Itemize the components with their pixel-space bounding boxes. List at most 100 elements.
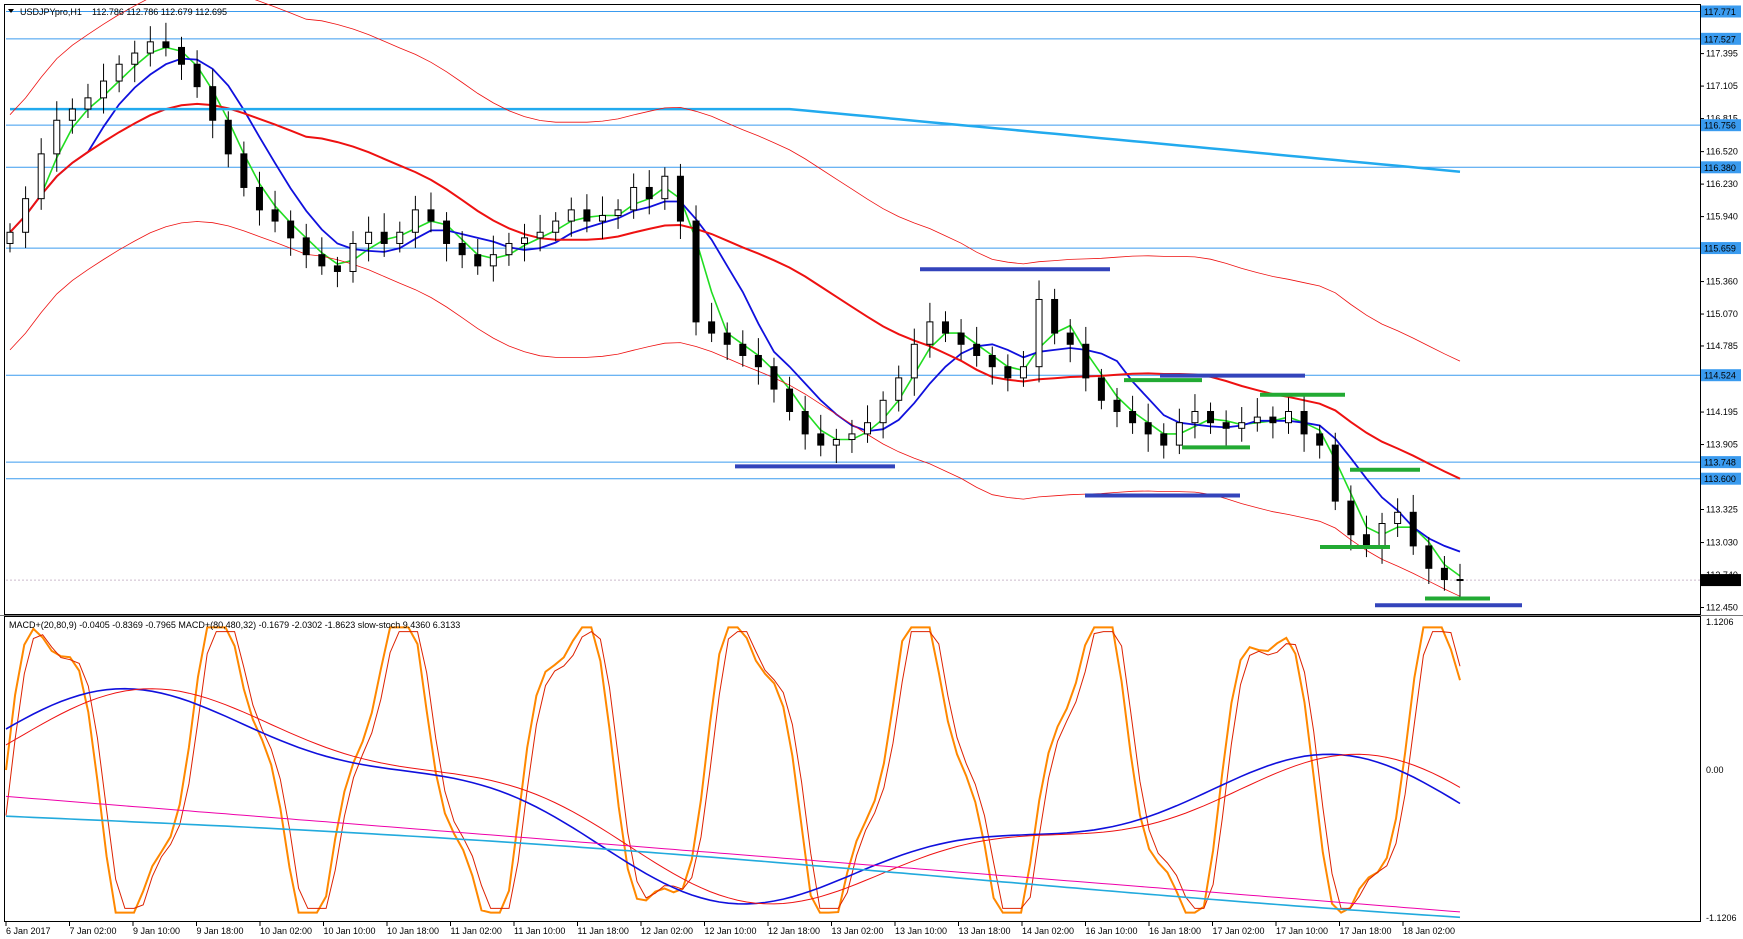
price-tick-label: 115.070 xyxy=(1706,309,1738,319)
indicator-tick-label: -1.1206 xyxy=(1706,913,1737,923)
candle-body xyxy=(614,209,622,216)
candle-body xyxy=(1347,500,1355,536)
candle-body xyxy=(333,265,341,272)
candle-body xyxy=(692,220,700,323)
candle-body xyxy=(770,366,778,390)
ma-long-line xyxy=(10,107,1461,173)
time-tick-label: 17 Jan 02:00 xyxy=(1213,926,1265,936)
stoch-signal-line xyxy=(5,630,1461,909)
candle-body xyxy=(1160,433,1168,446)
candle-body xyxy=(1394,511,1402,525)
candle-body xyxy=(661,175,669,200)
indicator-tick-label: 1.1206 xyxy=(1706,617,1734,627)
candle-body xyxy=(1019,366,1027,379)
level-tag-label: 116.756 xyxy=(1704,121,1736,131)
level-tag xyxy=(1701,456,1741,469)
price-axis: 117.771 117.527 117.395 117.105 116.815116.7… xyxy=(1700,5,1741,613)
candle-body xyxy=(1362,534,1370,547)
level-tag xyxy=(1701,119,1741,132)
candle-body xyxy=(1456,579,1464,582)
candle-body xyxy=(100,80,108,99)
candle-body xyxy=(879,399,887,424)
price-tick-label: 117.105 xyxy=(1706,81,1738,91)
top-level-tag xyxy=(1701,5,1741,18)
time-tick-label: 16 Jan 10:00 xyxy=(1086,926,1138,936)
time-tick-label: 14 Jan 02:00 xyxy=(1022,926,1074,936)
candle-body xyxy=(832,438,840,446)
drawn-trendlines xyxy=(735,267,1522,608)
candle-body xyxy=(396,231,404,244)
candle-body xyxy=(6,231,14,244)
price-panel-frame xyxy=(4,4,1701,615)
price-tick-label: 115.940 xyxy=(1706,212,1738,222)
time-axis: 6 Jan 2017 7 Jan 02:00 9 Jan 10:00 9 Jan 18… xyxy=(5,922,1455,936)
candle-body xyxy=(489,254,497,267)
candle-body xyxy=(1144,422,1152,435)
candle-body xyxy=(505,242,513,256)
price-tick-label: 116.520 xyxy=(1706,147,1738,157)
candle-body xyxy=(941,321,949,334)
candle-body xyxy=(723,332,731,345)
envelope-upper xyxy=(9,0,1461,362)
indicator-axis: 1.1206 0.00 -1.1206 xyxy=(1706,617,1737,923)
candle-body xyxy=(474,254,482,267)
time-tick-label: 12 Jan 02:00 xyxy=(641,926,693,936)
time-tick-label: 10 Jan 02:00 xyxy=(260,926,312,936)
candle-body xyxy=(193,63,201,88)
price-tick-label: 116.815 xyxy=(1706,114,1738,124)
candle-body xyxy=(630,186,638,211)
candle-body xyxy=(146,41,154,54)
price-tick-label: 113.325 xyxy=(1706,505,1738,515)
candle-body xyxy=(1113,399,1121,412)
candle-body xyxy=(1316,433,1324,446)
time-tick-label: 11 Jan 02:00 xyxy=(451,926,502,936)
time-tick-label: 10 Jan 10:00 xyxy=(324,926,376,936)
candle-body xyxy=(349,242,357,272)
current-price-tag xyxy=(1701,574,1741,587)
indicator-panel-frame xyxy=(4,616,1701,922)
indicator-label: MACD+(20,80,9) -0.0405 -0.8369 -0.7965 M… xyxy=(9,620,460,630)
horizontal-levels xyxy=(6,10,1700,581)
time-tick-label: 12 Jan 18:00 xyxy=(768,926,820,936)
level-tag-label: 114.524 xyxy=(1704,371,1736,381)
candle-body xyxy=(443,220,451,244)
level-tag xyxy=(1701,161,1741,174)
price-tick-label: 112.450 xyxy=(1706,603,1738,613)
candle-body xyxy=(1035,298,1043,368)
candle-body xyxy=(1051,298,1059,334)
menu-triangle-icon[interactable] xyxy=(8,9,14,13)
candle-body xyxy=(1425,545,1433,569)
candle-body xyxy=(411,209,419,233)
candle-body xyxy=(1300,410,1308,435)
time-tick-label: 9 Jan 10:00 xyxy=(133,926,180,936)
ma-slow-line xyxy=(9,102,1461,480)
price-tick-label: 115.360 xyxy=(1706,277,1738,287)
candle-body xyxy=(1175,422,1183,446)
candle-body xyxy=(458,242,466,256)
moving-averages xyxy=(9,0,1461,597)
candle-body xyxy=(1129,410,1137,424)
candle-body xyxy=(848,433,856,440)
candle-body xyxy=(68,108,76,121)
level-tag-label: 116.380 xyxy=(1704,163,1736,173)
time-tick-label: 13 Jan 10:00 xyxy=(895,926,947,936)
candle-body xyxy=(1269,416,1277,424)
candle-body xyxy=(801,410,809,435)
ohlc-header: 112.786 112.786 112.679 112.695 xyxy=(92,7,227,17)
candle-body xyxy=(786,388,794,412)
macd-slow-signal xyxy=(5,795,1461,913)
candle-body xyxy=(895,377,903,401)
indicator-tick-label: 0.00 xyxy=(1706,765,1724,775)
macd-fast-signal xyxy=(5,688,1461,905)
candle-body xyxy=(754,354,762,368)
time-tick-label: 11 Jan 18:00 xyxy=(578,926,629,936)
level-tag xyxy=(1701,242,1741,255)
candle-body xyxy=(973,343,981,356)
ma-fast-line xyxy=(9,46,1461,577)
indicator-lines xyxy=(5,626,1461,919)
level-tag-label: 113.600 xyxy=(1704,474,1736,484)
candle-body xyxy=(583,209,591,222)
candle-body xyxy=(864,422,872,435)
candle-body xyxy=(521,237,529,244)
candle-body xyxy=(365,231,373,244)
